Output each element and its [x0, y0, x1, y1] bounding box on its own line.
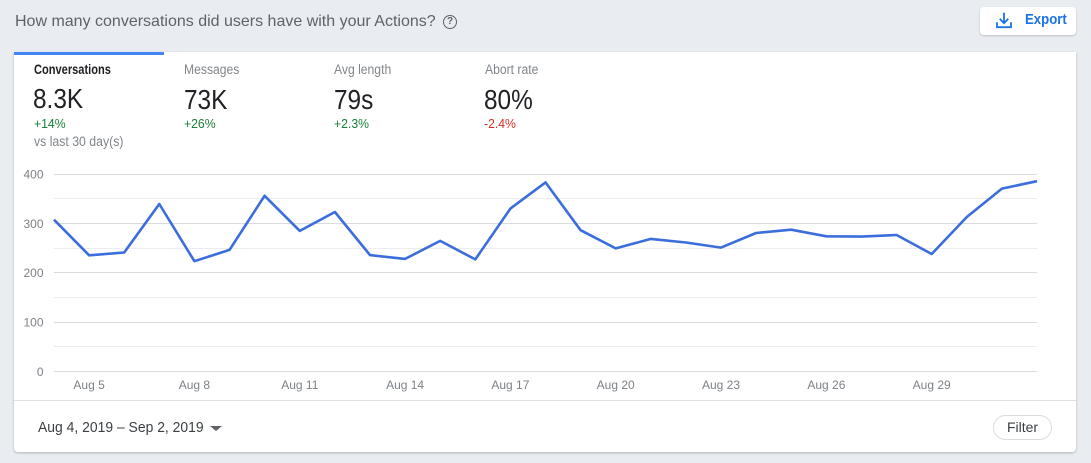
svg-text:100: 100 [23, 316, 43, 330]
svg-text:Aug 29: Aug 29 [913, 378, 951, 392]
svg-text:Aug 8: Aug 8 [179, 378, 211, 392]
svg-text:Aug 11: Aug 11 [281, 378, 318, 392]
svg-text:200: 200 [23, 266, 43, 280]
svg-text:Aug 17: Aug 17 [491, 378, 529, 392]
svg-text:Aug 20: Aug 20 [597, 378, 635, 392]
svg-text:300: 300 [23, 217, 43, 231]
svg-text:Aug 23: Aug 23 [702, 378, 740, 392]
svg-text:Aug 5: Aug 5 [73, 378, 105, 392]
svg-text:400: 400 [23, 167, 43, 181]
svg-text:Aug 26: Aug 26 [807, 378, 845, 392]
svg-text:Aug 14: Aug 14 [386, 378, 424, 392]
svg-text:0: 0 [37, 365, 44, 379]
